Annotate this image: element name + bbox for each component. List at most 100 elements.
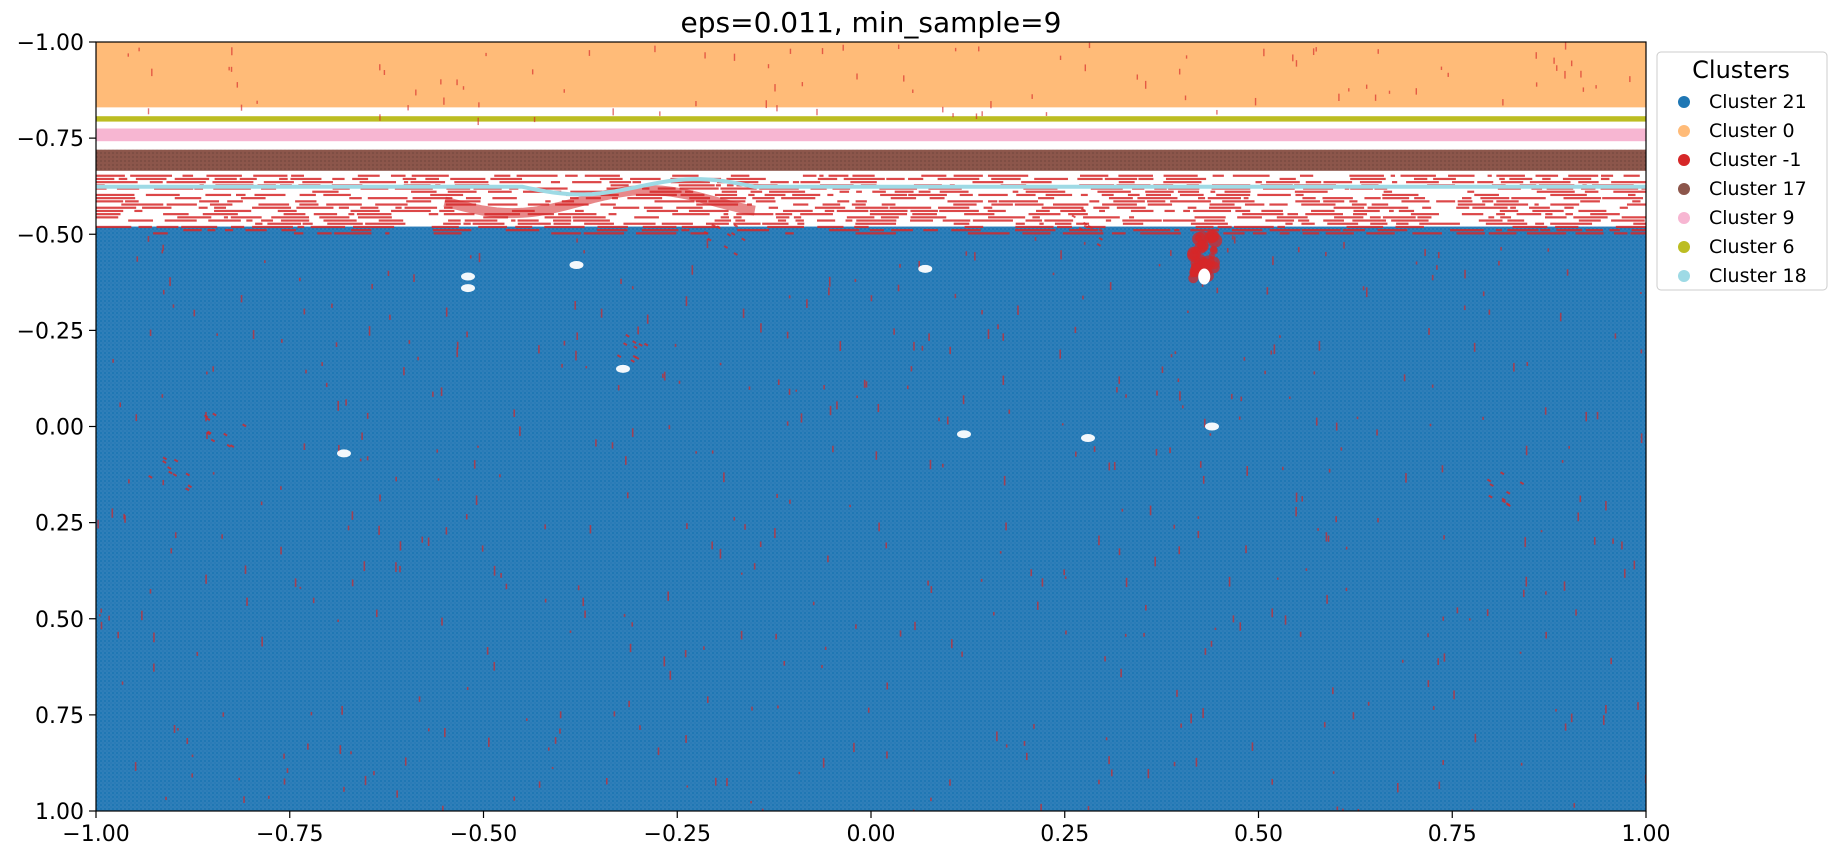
noise-point [1602, 715, 1605, 725]
noise-point [186, 737, 189, 744]
noise-stroke [972, 181, 1004, 184]
noise-point [256, 100, 258, 104]
gap-mark [461, 284, 475, 293]
noise-stroke [1488, 232, 1517, 235]
legend-marker [1678, 270, 1690, 282]
noise-stroke [1210, 190, 1216, 193]
noise-point [368, 326, 371, 336]
noise-stroke [910, 219, 933, 222]
noise-point [1178, 546, 1181, 555]
noise-point [628, 700, 630, 708]
noise-point [228, 66, 230, 71]
noise-stroke [214, 209, 252, 213]
noise-stroke [302, 222, 313, 225]
noise-stroke [775, 213, 793, 216]
noise-point [1064, 576, 1067, 580]
noise-point [1486, 609, 1489, 617]
noise-stroke [1279, 177, 1296, 181]
noise-point [1524, 537, 1527, 548]
noise-point [1345, 587, 1348, 592]
noise-point [1084, 64, 1087, 72]
noise-stroke [1212, 174, 1224, 177]
noise-stroke [1628, 193, 1636, 197]
noise-point [445, 307, 448, 317]
noise-stroke [1526, 232, 1567, 235]
noise-stroke [880, 216, 899, 219]
noise-stroke [802, 174, 817, 177]
noise-point [456, 341, 459, 350]
noise-stroke [553, 222, 571, 225]
noise-point [280, 486, 282, 490]
noise-point [1332, 771, 1335, 774]
noise-stroke [1496, 200, 1519, 203]
noise-point [1442, 760, 1444, 765]
legend-entry: Cluster 9 [1678, 207, 1795, 229]
y-tick-label: 0.50 [35, 608, 84, 633]
noise-stroke [255, 222, 263, 225]
noise-stroke [1235, 209, 1251, 213]
noise-point [299, 277, 301, 282]
noise-stroke [1529, 181, 1571, 184]
noise-point [1295, 60, 1298, 67]
noise-stroke [326, 203, 362, 206]
noise-point [1540, 530, 1543, 533]
noise-hotspot [616, 333, 649, 363]
noise-stroke [777, 219, 787, 222]
noise-stroke [1041, 206, 1084, 209]
noise-point [612, 108, 614, 116]
noise-point [1318, 341, 1321, 351]
noise-stroke [1555, 225, 1579, 229]
noise-point [576, 238, 578, 243]
noise-stroke [1609, 229, 1620, 232]
noise-point [821, 665, 823, 669]
noise-stroke [1012, 190, 1019, 193]
noise-point [1325, 532, 1328, 542]
noise-stroke [550, 181, 561, 184]
noise-point [1110, 769, 1113, 777]
y-tick-label: 0.00 [35, 416, 84, 441]
noise-stroke [425, 177, 439, 181]
noise-point [929, 459, 932, 470]
noise-point [1277, 577, 1279, 580]
y-tick-label: −0.25 [17, 319, 84, 344]
noise-stroke [850, 181, 877, 184]
noise-point [767, 64, 770, 69]
noise-point [456, 79, 458, 86]
noise-stroke [488, 190, 512, 193]
noise-point [631, 286, 634, 290]
noise-point [783, 661, 786, 666]
noise-point [742, 308, 745, 318]
noise-stroke [714, 193, 738, 197]
noise-point [1438, 781, 1441, 789]
noise-stroke [1534, 203, 1539, 206]
noise-stroke [1478, 219, 1503, 222]
noise-point [886, 751, 888, 759]
noise-stroke [261, 219, 274, 222]
noise-stroke [843, 177, 885, 181]
x-tick-label: −1.00 [62, 822, 129, 847]
noise-stroke [646, 209, 679, 213]
noise-stroke [1198, 197, 1206, 200]
noise-point [173, 458, 179, 463]
noise-point [531, 69, 534, 75]
noise-point [912, 809, 915, 811]
noise-point [616, 354, 622, 359]
noise-point [1520, 762, 1523, 766]
noise-point [445, 527, 448, 535]
noise-stroke [1323, 200, 1345, 203]
noise-point [1614, 333, 1617, 339]
legend-marker [1678, 212, 1690, 224]
noise-point [403, 367, 405, 376]
noise-stroke [1233, 225, 1274, 229]
noise-point [1326, 594, 1328, 604]
noise-stroke [350, 209, 380, 213]
noise-stroke [987, 174, 1029, 177]
noise-stroke [1472, 206, 1508, 209]
noise-stroke [231, 225, 245, 229]
noise-stroke [793, 216, 802, 219]
noise-stroke [313, 213, 338, 216]
noise-point [1488, 309, 1491, 315]
noise-point [605, 777, 608, 785]
noise-stroke [130, 174, 173, 177]
